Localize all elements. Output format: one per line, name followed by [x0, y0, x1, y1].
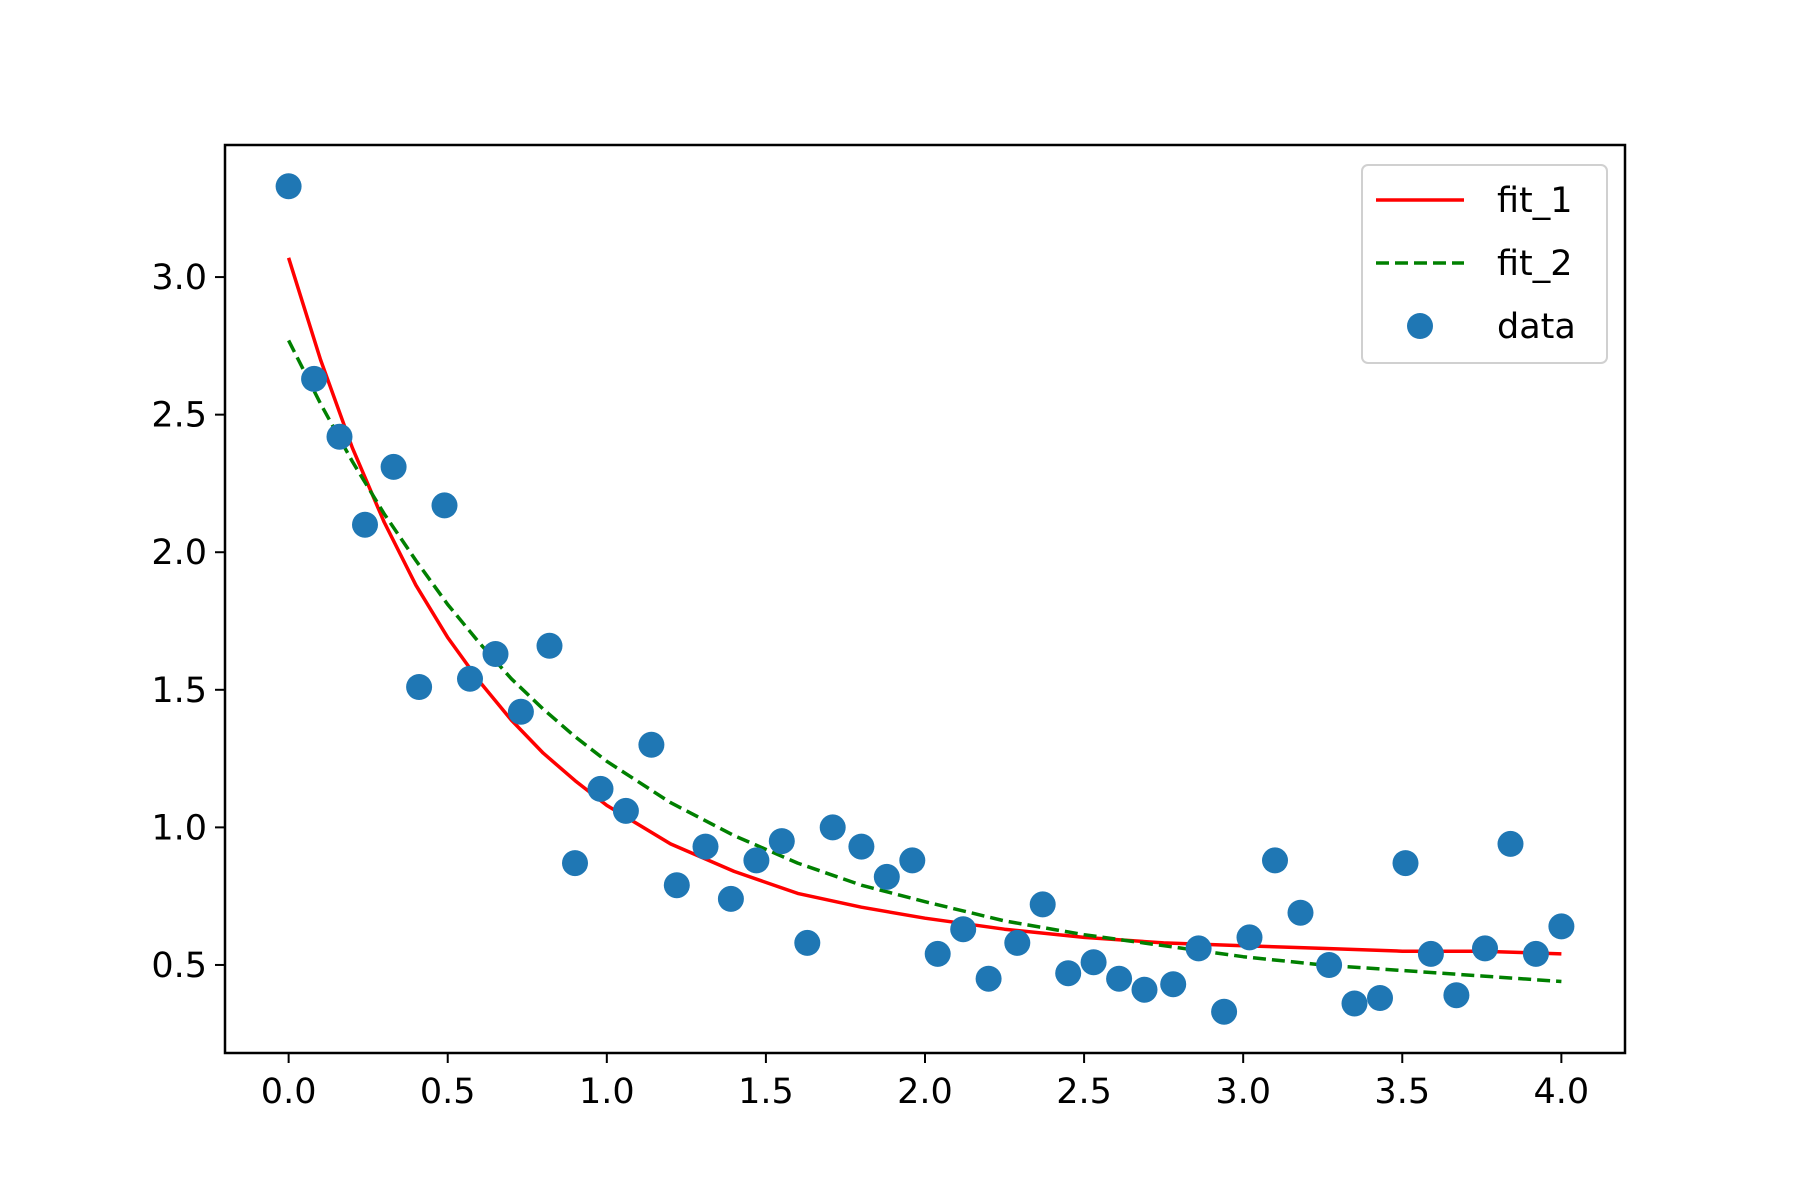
data-point — [924, 940, 951, 967]
data-point — [1131, 976, 1158, 1003]
data-point — [587, 775, 614, 802]
data-point — [1106, 965, 1133, 992]
legend-label: data — [1497, 307, 1576, 347]
data-point — [1316, 952, 1343, 978]
data-point — [1055, 960, 1082, 987]
data-point — [873, 863, 900, 890]
data-point — [743, 847, 770, 874]
y-tick-label: 0.5 — [151, 946, 207, 986]
y-axis: 0.5 1.0 1.5 2.0 2.5 3.0 — [151, 258, 225, 986]
data-point — [848, 833, 875, 860]
y-tick-label: 3.0 — [151, 258, 207, 298]
x-tick-label: 3.5 — [1374, 1072, 1430, 1112]
data-point — [975, 965, 1002, 992]
data-point — [1236, 924, 1263, 951]
x-tick-label: 2.5 — [1056, 1072, 1112, 1112]
x-tick-label: 4.0 — [1534, 1072, 1590, 1112]
x-axis: 0.0 0.5 1.0 1.5 2.0 2.5 3.0 3.5 4.0 — [261, 1053, 1589, 1112]
data-point — [1341, 990, 1368, 1017]
plot-frame — [223, 143, 1627, 1055]
data-point — [768, 828, 795, 855]
x-tick-label: 2.0 — [897, 1072, 953, 1112]
y-tick-label: 2.5 — [151, 396, 207, 436]
data-point — [562, 850, 588, 877]
data-point — [794, 929, 821, 956]
y-tick-label: 2.0 — [151, 533, 207, 573]
data-point — [1080, 949, 1107, 976]
data-point — [612, 797, 639, 824]
data-point — [352, 511, 378, 538]
data-point — [482, 641, 509, 667]
data-point — [663, 872, 690, 899]
data-point — [1522, 940, 1549, 967]
data-point — [457, 665, 483, 692]
data-point — [1497, 830, 1524, 857]
data-point — [1029, 891, 1056, 918]
data-point — [380, 453, 407, 480]
data-point — [1211, 998, 1238, 1025]
x-tick-label: 0.5 — [420, 1072, 476, 1112]
data-point — [431, 492, 458, 519]
x-tick-label: 0.0 — [261, 1072, 317, 1112]
data-point — [1417, 940, 1444, 967]
data-point — [507, 698, 534, 725]
data-point — [638, 731, 665, 758]
data-point — [717, 885, 744, 912]
data-point — [1287, 899, 1314, 926]
data-point — [406, 674, 433, 700]
data-point — [1472, 935, 1498, 962]
plot-area — [275, 173, 1575, 1025]
data-point — [899, 847, 926, 874]
data-point — [692, 833, 719, 860]
legend-label: fit_2 — [1497, 244, 1573, 284]
legend-label: fit_1 — [1497, 181, 1573, 221]
data-point — [950, 916, 977, 943]
data-point — [275, 173, 302, 200]
data-point — [1548, 913, 1575, 940]
legend-swatch-data — [1407, 313, 1433, 339]
series-line-fit_2 — [287, 339, 1562, 984]
x-tick-label: 3.0 — [1215, 1072, 1271, 1112]
data-point — [1262, 847, 1288, 874]
data-point — [1185, 935, 1212, 962]
data-point — [1443, 982, 1470, 1009]
data-point — [1392, 850, 1419, 877]
data-point — [1004, 929, 1031, 956]
data-point — [326, 423, 353, 450]
y-tick-label: 1.5 — [151, 671, 207, 711]
y-tick-label: 1.0 — [151, 808, 207, 848]
data-point — [819, 814, 846, 841]
data-point — [1367, 985, 1393, 1011]
data-point — [1160, 971, 1187, 998]
x-tick-label: 1.0 — [579, 1072, 635, 1112]
data-point — [536, 632, 563, 659]
x-tick-label: 1.5 — [738, 1072, 794, 1112]
data-point — [301, 365, 328, 392]
